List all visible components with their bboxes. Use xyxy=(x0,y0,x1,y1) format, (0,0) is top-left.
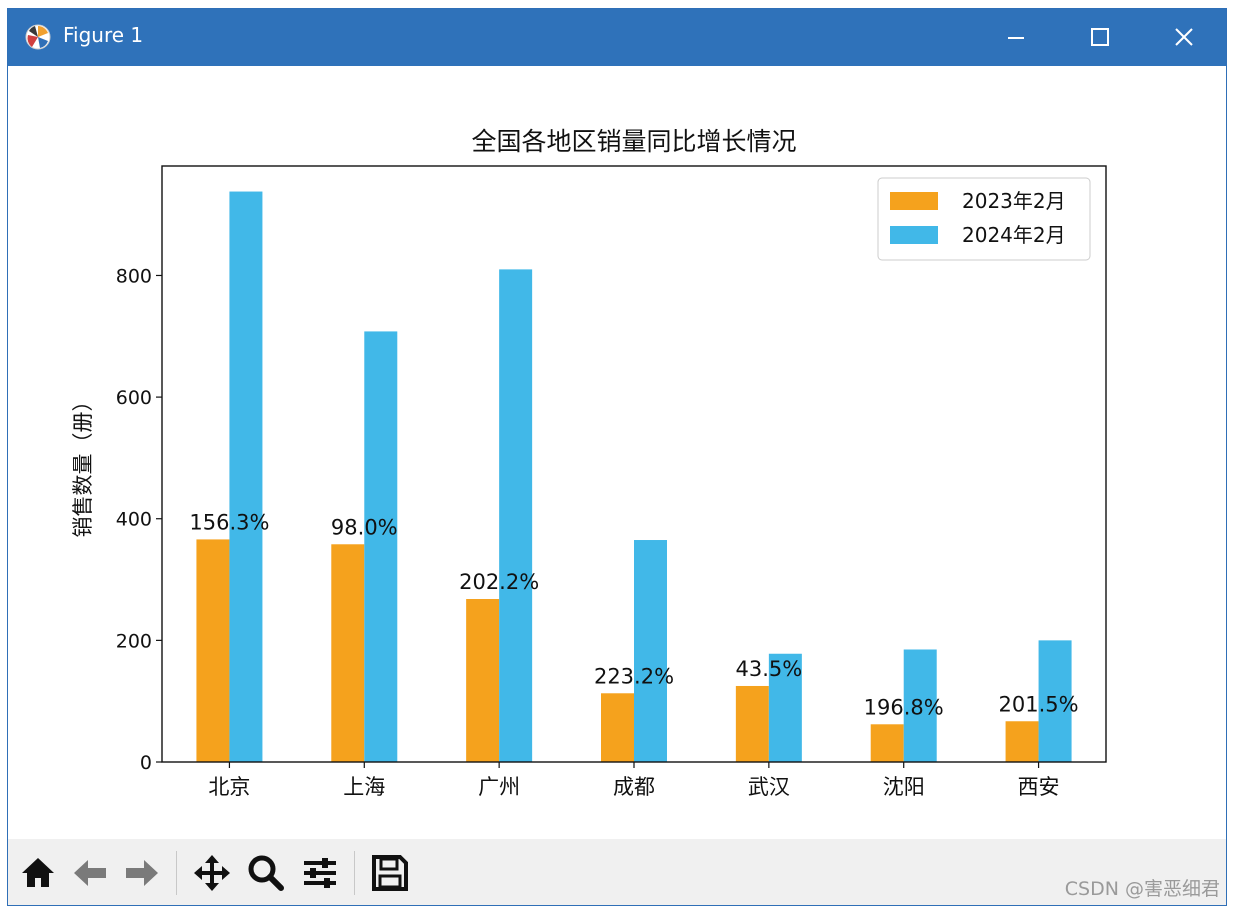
legend-swatch xyxy=(890,192,938,210)
x-tick-label: 沈阳 xyxy=(883,775,925,799)
pan-icon xyxy=(194,855,230,891)
y-tick-label: 0 xyxy=(140,752,152,774)
save-icon xyxy=(372,855,408,891)
y-tick-label: 200 xyxy=(116,630,152,652)
navigation-toolbar: CSDN @害恶细君 xyxy=(8,839,1226,905)
toolbar-separator xyxy=(354,851,355,895)
axes-frame xyxy=(161,165,1107,763)
close-icon xyxy=(1175,28,1193,46)
growth-annotation: 223.2% xyxy=(594,664,674,688)
window-title: Figure 1 xyxy=(63,23,144,47)
watermark-text: CSDN @害恶细君 xyxy=(1064,878,1220,900)
zoom-button[interactable] xyxy=(246,853,286,893)
back-icon xyxy=(74,860,106,886)
legend-swatch xyxy=(890,226,938,244)
bar-2024 xyxy=(229,191,263,762)
bar-2023 xyxy=(196,539,230,762)
bar-2023 xyxy=(466,599,500,762)
toolbar-separator xyxy=(176,851,177,895)
bar-2023 xyxy=(331,544,365,762)
y-tick-label: 600 xyxy=(116,387,152,409)
bar-2024 xyxy=(634,540,667,762)
growth-annotation: 201.5% xyxy=(999,692,1079,716)
configure-subplots-button[interactable] xyxy=(300,853,340,893)
forward-button[interactable] xyxy=(122,853,162,893)
title-bar[interactable]: Figure 1 xyxy=(8,9,1226,66)
legend-label: 2024年2月 xyxy=(962,223,1066,247)
bar-2023 xyxy=(870,724,904,762)
x-tick-label: 广州 xyxy=(478,775,520,799)
x-tick-label: 成都 xyxy=(613,775,655,799)
x-tick-label: 上海 xyxy=(343,775,385,799)
bar-2024 xyxy=(499,269,533,762)
matplotlib-logo-icon xyxy=(25,24,51,50)
forward-icon xyxy=(126,860,158,886)
bar-2024 xyxy=(1038,640,1072,762)
minimize-icon xyxy=(1008,37,1024,39)
home-button[interactable] xyxy=(18,853,58,893)
x-tick-label: 武汉 xyxy=(748,775,790,799)
bar-2024 xyxy=(903,649,937,762)
bar-2023 xyxy=(1005,721,1039,762)
zoom-icon xyxy=(248,855,284,891)
bar-2023 xyxy=(735,685,769,762)
back-button[interactable] xyxy=(70,853,110,893)
x-tick-label: 西安 xyxy=(1018,775,1060,799)
bar-chart: 全国各地区销量同比增长情况 0 200 400 600 800 销售数量（册） 北京 156.3… xyxy=(71,127,1107,799)
growth-annotation: 202.2% xyxy=(459,570,539,594)
pan-button[interactable] xyxy=(192,853,232,893)
plot-canvas[interactable]: 全国各地区销量同比增长情况 0 200 400 600 800 销售数量（册） 北京 156.3… xyxy=(8,66,1226,839)
growth-annotation: 43.5% xyxy=(735,657,802,681)
bar-2024 xyxy=(364,331,398,762)
chart-title: 全国各地区销量同比增长情况 xyxy=(471,127,796,156)
legend-label: 2023年2月 xyxy=(962,189,1066,213)
bar-2023 xyxy=(601,693,634,762)
growth-annotation: 196.8% xyxy=(864,695,944,719)
figure-window: Figure 1 全国各地区销量同比增长情况 0 200 400 600 800 销售数量（… xyxy=(7,8,1227,906)
configure-subplots-icon xyxy=(304,858,336,888)
y-tick-label: 800 xyxy=(116,265,152,287)
bar-2024 xyxy=(768,653,802,762)
growth-annotation: 156.3% xyxy=(189,510,269,534)
minimize-button[interactable] xyxy=(974,9,1058,66)
save-button[interactable] xyxy=(370,853,410,893)
maximize-icon xyxy=(1091,28,1109,46)
x-tick-label: 北京 xyxy=(208,775,250,799)
home-icon xyxy=(22,858,54,887)
growth-annotation: 98.0% xyxy=(331,515,398,539)
y-tick-label: 400 xyxy=(116,509,152,531)
maximize-button[interactable] xyxy=(1058,9,1142,66)
close-button[interactable] xyxy=(1142,9,1226,66)
y-axis-label: 销售数量（册） xyxy=(71,391,95,538)
